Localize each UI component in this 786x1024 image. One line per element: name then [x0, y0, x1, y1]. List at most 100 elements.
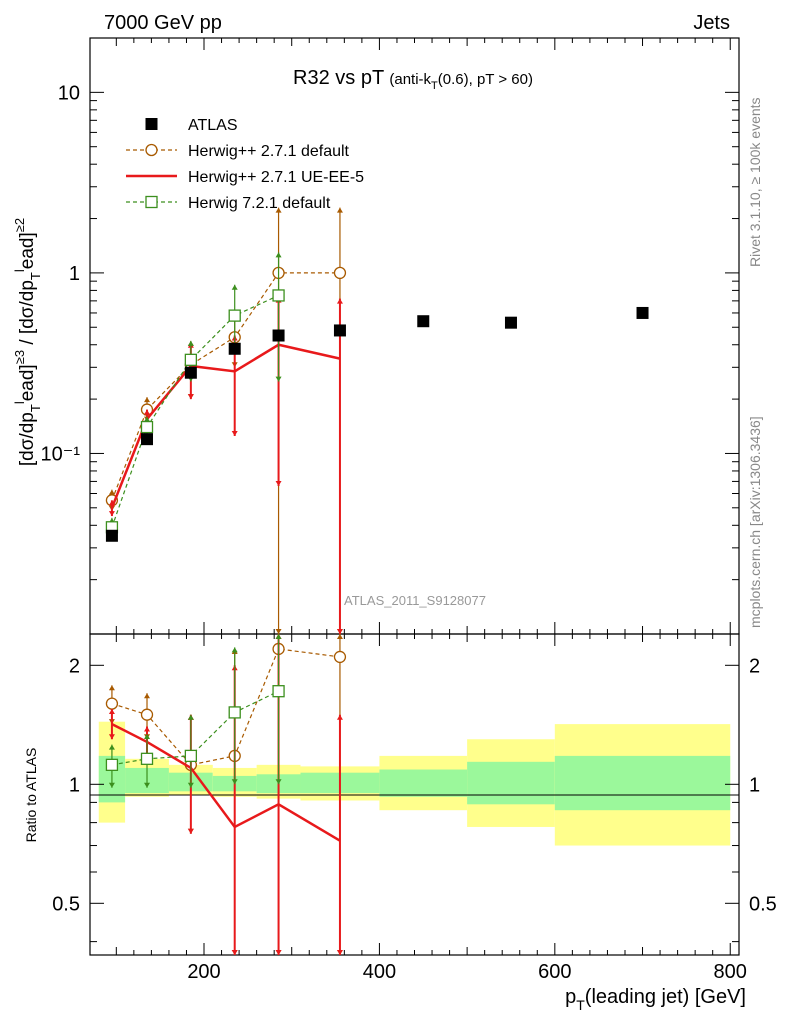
error-cap [108, 709, 115, 715]
error-cap [336, 629, 343, 634]
series-marker [184, 353, 198, 366]
series-marker [140, 420, 154, 434]
error-cap [275, 481, 282, 487]
series-marker [333, 650, 347, 664]
error-cap [187, 394, 194, 400]
atlas-point [228, 342, 241, 355]
ratio-tick-label: 1 [69, 774, 80, 796]
error-cap [275, 950, 282, 955]
watermark: ATLAS_2011_S9128077 [344, 593, 486, 608]
atlas-point [272, 329, 285, 342]
error-cap [144, 416, 151, 422]
legend-marker [145, 118, 158, 130]
legend-label: ATLAS [188, 117, 238, 134]
rivet-label: Rivet 3.1.10, ≥ 100k events [747, 97, 763, 267]
error-cap [108, 511, 115, 517]
ratio-tick-label: 2 [69, 655, 80, 677]
ratio-uncertainty-bands [98, 721, 731, 846]
header-left: 7000 GeV pp [104, 12, 222, 34]
error-cap [336, 207, 343, 213]
series-line [111, 294, 279, 528]
error-cap [108, 744, 115, 750]
y-tick-label: 1 [69, 263, 80, 285]
atlas-point [184, 366, 197, 379]
band-inner [467, 761, 555, 805]
series-marker [140, 708, 154, 721]
error-cap [231, 430, 238, 436]
error-cap [108, 782, 115, 788]
error-cap [187, 714, 194, 720]
band-inner [379, 769, 468, 797]
atlas-point [417, 315, 430, 328]
series-marker [105, 758, 119, 771]
error-cap [231, 647, 238, 653]
error-cap [275, 629, 282, 634]
x-tick-label: 200 [187, 961, 220, 983]
y-tick-label: 10 [58, 82, 80, 104]
ratio-y-axis-label: Ratio to ATLAS [23, 748, 39, 843]
error-cap [336, 714, 343, 720]
atlas-data [105, 306, 649, 542]
error-cap [275, 634, 282, 639]
error-cap [275, 252, 282, 258]
atlas-point [636, 306, 649, 319]
series-marker [105, 697, 119, 710]
ratio-line [111, 722, 341, 842]
error-cap [187, 340, 194, 346]
atlas-point [504, 316, 517, 329]
series-marker [333, 266, 347, 280]
error-cap [144, 409, 151, 415]
ratio-tick-label: 2 [749, 655, 760, 677]
x-tick-label: 800 [714, 961, 747, 983]
ratio-tick-label: 0.5 [52, 893, 80, 915]
series-layer [105, 207, 347, 955]
error-cap [144, 693, 151, 699]
legend: ATLAS Herwig++ 2.7.1 default Herwig++ 2.7.… [126, 117, 364, 212]
atlas-point [141, 433, 154, 446]
x-tick-label: 600 [538, 961, 571, 983]
y-tick-label: 10⁻¹ [41, 443, 81, 465]
error-cap [144, 397, 151, 403]
error-cap [108, 489, 115, 495]
error-cap [144, 734, 151, 740]
error-cap [231, 950, 238, 955]
atlas-point [333, 324, 346, 337]
error-cap [336, 298, 343, 304]
series-marker [145, 143, 158, 157]
header-right: Jets [693, 12, 730, 34]
error-cap [336, 950, 343, 955]
error-cap [187, 828, 194, 834]
series-marker [184, 749, 198, 763]
error-cap [108, 734, 115, 740]
ratio-tick-label: 1 [749, 774, 760, 796]
series-group [108, 297, 343, 955]
chart-title: R32 vs pT (anti-kT(0.6), pT > 60) [293, 67, 533, 92]
error-cap [275, 779, 282, 785]
error-cap [144, 782, 151, 788]
series-marker [228, 706, 241, 719]
error-cap [231, 284, 238, 290]
error-cap [108, 500, 115, 506]
series-line [111, 272, 340, 501]
error-cap [275, 376, 282, 382]
x-axis-label: pT(leading jet) [GeV] [565, 986, 746, 1013]
x-tick-label: 400 [363, 961, 396, 983]
axis-ticks: 200 400 600 800 10 1 10⁻¹ 2 2 1 1 0.5 0.5 [41, 37, 777, 983]
legend-label: Herwig 7.2.1 default [188, 195, 331, 212]
ratio-tick-label: 0.5 [749, 893, 777, 915]
legend-label: Herwig++ 2.7.1 default [188, 143, 350, 160]
error-cap [336, 634, 343, 639]
error-cap [231, 779, 238, 785]
legend-label: Herwig++ 2.7.1 UE-EE-5 [188, 169, 364, 186]
series-marker [140, 752, 154, 765]
error-cap [108, 685, 115, 691]
error-cap [144, 726, 151, 732]
series-marker [228, 309, 241, 322]
mcplots-label: mcplots.cern.ch [arXiv:1306.3436] [747, 416, 763, 628]
series-marker [272, 685, 285, 698]
error-cap [275, 207, 282, 213]
atlas-point [105, 529, 118, 542]
series-marker [145, 195, 158, 209]
series-group [105, 207, 347, 955]
